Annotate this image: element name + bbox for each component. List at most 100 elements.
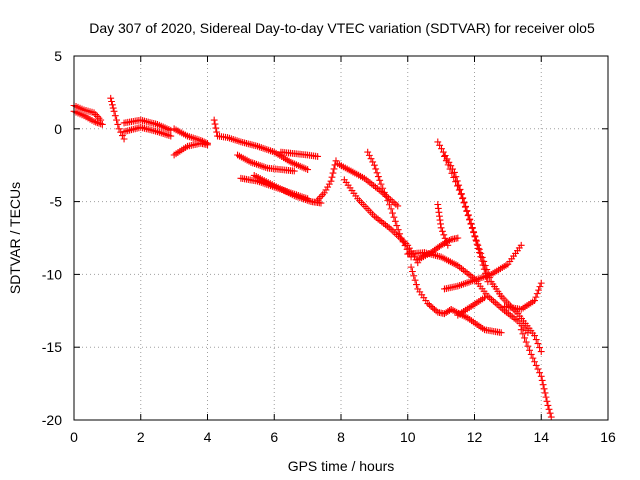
data-point xyxy=(531,358,538,366)
series-track-28 xyxy=(434,201,452,249)
series-track-5 xyxy=(120,123,175,140)
data-point xyxy=(317,193,325,200)
data-point xyxy=(324,183,332,191)
series-track-12 xyxy=(277,148,322,160)
data-point xyxy=(109,104,117,112)
data-point xyxy=(380,188,388,196)
data-point xyxy=(97,120,105,128)
data-point xyxy=(108,98,115,105)
data-point xyxy=(529,354,537,362)
data-point xyxy=(93,113,101,120)
data-point xyxy=(304,166,312,173)
data-point xyxy=(517,241,525,249)
series-track-16 xyxy=(340,176,422,267)
data-point xyxy=(107,94,115,102)
data-point xyxy=(481,262,489,269)
data-point xyxy=(527,351,535,358)
data-point xyxy=(461,203,469,211)
data-point xyxy=(524,342,532,350)
series-track-26 xyxy=(501,279,545,313)
data-point xyxy=(385,201,393,209)
data-point xyxy=(379,184,387,192)
data-point xyxy=(389,209,396,217)
data-point xyxy=(367,155,375,163)
y-tick-label: -10 xyxy=(42,266,62,282)
data-point xyxy=(115,125,123,133)
data-point xyxy=(407,263,415,271)
data-point xyxy=(531,332,538,339)
data-point xyxy=(440,231,448,239)
data-point xyxy=(456,186,464,193)
data-point xyxy=(382,193,390,200)
data-point xyxy=(376,176,384,184)
series-track-27 xyxy=(414,234,462,264)
data-point xyxy=(332,157,340,165)
data-point xyxy=(413,281,420,288)
data-point xyxy=(373,169,381,177)
data-point xyxy=(111,112,119,120)
series-track-7 xyxy=(170,139,211,159)
data-point xyxy=(473,240,481,248)
data-point xyxy=(532,336,540,343)
data-point xyxy=(454,234,462,242)
data-point xyxy=(325,180,333,188)
data-point xyxy=(483,266,491,273)
data-point xyxy=(541,389,549,397)
y-tick-label: 5 xyxy=(54,48,62,64)
data-point xyxy=(390,213,398,221)
data-point xyxy=(471,233,479,241)
data-point xyxy=(474,241,482,249)
x-tick-label: 6 xyxy=(270,429,278,445)
data-point xyxy=(442,157,450,165)
data-point xyxy=(212,124,220,132)
data-point xyxy=(466,216,473,224)
series-track-15 xyxy=(364,148,415,261)
y-axis-label: SDTVAR / TECUs xyxy=(7,182,23,294)
data-point xyxy=(113,116,120,124)
gridlines xyxy=(74,56,608,420)
data-point xyxy=(467,220,475,228)
y-tick-label: -15 xyxy=(42,339,62,355)
data-point xyxy=(444,241,452,249)
series-track-8 xyxy=(210,116,312,173)
data-point xyxy=(480,258,488,265)
data-point xyxy=(526,346,533,354)
series-track-18 xyxy=(447,305,505,337)
data-point xyxy=(372,165,380,173)
data-point xyxy=(534,365,542,373)
data-point xyxy=(410,272,418,280)
chart-title: Day 307 of 2020, Sidereal Day-to-day VTE… xyxy=(89,20,595,36)
data-point xyxy=(459,195,466,202)
data-point xyxy=(320,189,328,197)
data-point xyxy=(394,202,402,210)
data-point xyxy=(452,178,459,186)
data-point xyxy=(95,119,103,127)
data-point xyxy=(315,194,323,202)
data-point xyxy=(468,224,476,232)
data-point xyxy=(369,158,377,166)
data-point xyxy=(464,212,472,219)
data-point xyxy=(538,377,546,384)
data-point xyxy=(374,173,382,180)
data-point xyxy=(543,397,551,405)
data-point xyxy=(437,220,444,228)
x-tick-label: 0 xyxy=(70,429,78,445)
data-point xyxy=(481,294,488,302)
data-point xyxy=(439,227,446,235)
data-point xyxy=(204,141,211,149)
data-point xyxy=(450,174,458,181)
data-point xyxy=(532,362,540,369)
data-point xyxy=(536,344,543,351)
data-point xyxy=(536,283,544,291)
data-point xyxy=(533,290,541,298)
data-point xyxy=(436,216,444,224)
x-axis-label: GPS time / hours xyxy=(288,458,395,474)
data-point xyxy=(441,153,448,160)
series-track-13 xyxy=(314,157,340,204)
data-point xyxy=(532,293,540,301)
data-point xyxy=(328,173,336,181)
data-point xyxy=(534,340,542,347)
data-point xyxy=(537,348,545,355)
series-track-29 xyxy=(454,294,488,319)
